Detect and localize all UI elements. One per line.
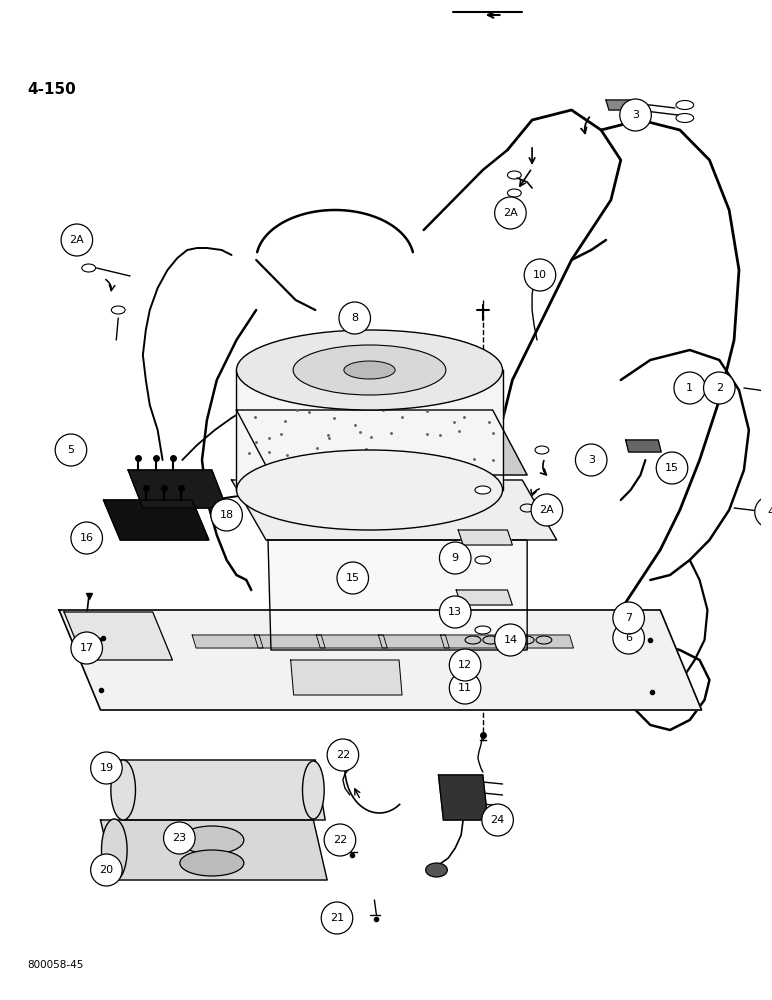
Text: 2: 2 bbox=[716, 383, 723, 393]
Polygon shape bbox=[291, 660, 402, 695]
Text: 7: 7 bbox=[625, 613, 632, 623]
Circle shape bbox=[674, 372, 706, 404]
Text: 3: 3 bbox=[587, 455, 594, 465]
Text: 2A: 2A bbox=[69, 235, 84, 245]
Text: 2A: 2A bbox=[503, 208, 518, 218]
Circle shape bbox=[90, 854, 122, 886]
Polygon shape bbox=[128, 470, 227, 508]
Circle shape bbox=[656, 452, 688, 484]
Text: 11: 11 bbox=[458, 683, 472, 693]
Circle shape bbox=[211, 499, 242, 531]
Circle shape bbox=[613, 602, 645, 634]
Ellipse shape bbox=[236, 330, 503, 410]
Circle shape bbox=[575, 444, 607, 476]
Text: 12: 12 bbox=[458, 660, 472, 670]
Text: 2A: 2A bbox=[540, 505, 554, 515]
Circle shape bbox=[324, 824, 356, 856]
Circle shape bbox=[164, 822, 195, 854]
Text: 15: 15 bbox=[665, 463, 679, 473]
Text: 4: 4 bbox=[767, 507, 772, 517]
Text: 14: 14 bbox=[503, 635, 517, 645]
Text: 3: 3 bbox=[632, 110, 639, 120]
Text: 4-150: 4-150 bbox=[28, 82, 76, 97]
Ellipse shape bbox=[425, 863, 447, 877]
Polygon shape bbox=[459, 530, 513, 545]
Circle shape bbox=[55, 434, 86, 466]
Circle shape bbox=[321, 902, 353, 934]
Ellipse shape bbox=[236, 450, 503, 530]
Text: 16: 16 bbox=[80, 533, 93, 543]
Ellipse shape bbox=[111, 760, 135, 820]
Circle shape bbox=[71, 522, 103, 554]
Ellipse shape bbox=[475, 486, 491, 494]
Polygon shape bbox=[503, 635, 574, 648]
Polygon shape bbox=[441, 635, 511, 648]
Circle shape bbox=[439, 596, 471, 628]
Polygon shape bbox=[236, 370, 503, 490]
Polygon shape bbox=[254, 635, 325, 648]
Polygon shape bbox=[236, 410, 527, 475]
Circle shape bbox=[449, 672, 481, 704]
Ellipse shape bbox=[475, 556, 491, 564]
Polygon shape bbox=[317, 635, 388, 648]
Polygon shape bbox=[438, 775, 488, 820]
Text: 20: 20 bbox=[100, 865, 113, 875]
Text: 17: 17 bbox=[80, 643, 93, 653]
Text: 10: 10 bbox=[533, 270, 547, 280]
Text: 18: 18 bbox=[219, 510, 234, 520]
Circle shape bbox=[620, 99, 652, 131]
Circle shape bbox=[449, 649, 481, 681]
Text: 24: 24 bbox=[490, 815, 505, 825]
Polygon shape bbox=[456, 590, 513, 605]
Circle shape bbox=[339, 302, 371, 334]
Polygon shape bbox=[606, 100, 634, 110]
Circle shape bbox=[482, 804, 513, 836]
Ellipse shape bbox=[344, 361, 395, 379]
Text: 9: 9 bbox=[452, 553, 459, 563]
Polygon shape bbox=[625, 440, 661, 452]
Polygon shape bbox=[103, 500, 209, 540]
Circle shape bbox=[495, 624, 527, 656]
Circle shape bbox=[61, 224, 93, 256]
Ellipse shape bbox=[293, 345, 446, 395]
Circle shape bbox=[439, 542, 471, 574]
Text: 800058-45: 800058-45 bbox=[28, 960, 84, 970]
Circle shape bbox=[327, 739, 359, 771]
Ellipse shape bbox=[180, 850, 244, 876]
Ellipse shape bbox=[475, 626, 491, 634]
Text: 8: 8 bbox=[351, 313, 358, 323]
Polygon shape bbox=[59, 610, 702, 710]
Polygon shape bbox=[113, 760, 325, 820]
Text: 1: 1 bbox=[686, 383, 693, 393]
Text: 5: 5 bbox=[67, 445, 74, 455]
Circle shape bbox=[495, 197, 527, 229]
Polygon shape bbox=[378, 635, 449, 648]
Text: 19: 19 bbox=[100, 763, 113, 773]
Ellipse shape bbox=[180, 826, 244, 854]
Text: 15: 15 bbox=[346, 573, 360, 583]
Text: 6: 6 bbox=[625, 633, 632, 643]
Polygon shape bbox=[100, 820, 327, 880]
Text: 22: 22 bbox=[336, 750, 350, 760]
Text: 23: 23 bbox=[172, 833, 186, 843]
Circle shape bbox=[71, 632, 103, 664]
Polygon shape bbox=[232, 480, 557, 540]
Circle shape bbox=[90, 752, 122, 784]
Circle shape bbox=[703, 372, 735, 404]
Circle shape bbox=[755, 496, 772, 528]
Circle shape bbox=[613, 622, 645, 654]
Polygon shape bbox=[268, 540, 527, 650]
Ellipse shape bbox=[101, 819, 127, 881]
Ellipse shape bbox=[303, 761, 324, 819]
Polygon shape bbox=[64, 612, 172, 660]
Circle shape bbox=[337, 562, 368, 594]
Text: 22: 22 bbox=[333, 835, 347, 845]
Circle shape bbox=[531, 494, 563, 526]
Text: 13: 13 bbox=[449, 607, 462, 617]
Text: 21: 21 bbox=[330, 913, 344, 923]
Polygon shape bbox=[192, 635, 263, 648]
Circle shape bbox=[524, 259, 556, 291]
